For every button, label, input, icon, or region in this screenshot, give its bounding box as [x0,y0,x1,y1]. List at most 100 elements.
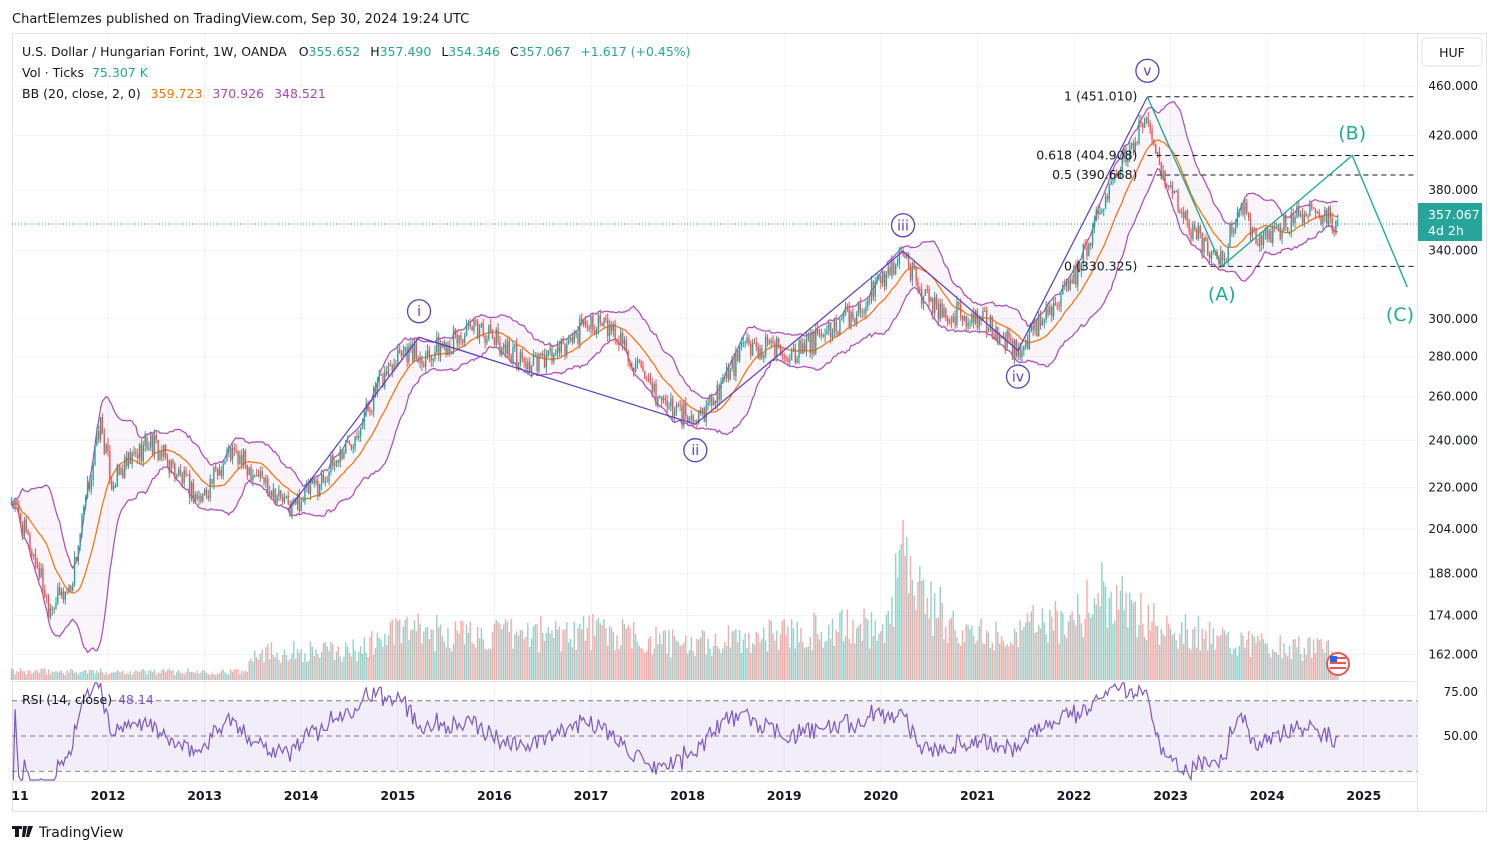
volume-bar [857,625,860,680]
candle-body [1186,210,1189,222]
candle-body [709,395,711,403]
volume-bar [1025,622,1027,680]
volume-bar [291,653,293,680]
candle-body [198,495,200,500]
volume-bar [205,672,208,680]
candle-body [55,602,57,610]
volume-bar [1011,644,1014,680]
volume-bar [963,641,966,680]
volume-bar [1015,632,1018,680]
volume-bar [974,643,977,680]
candle-body [1088,243,1090,256]
volume-bar [92,670,94,680]
volume-bar [131,674,133,680]
time-tick-label: 2018 [670,788,705,803]
candle-body [902,251,904,256]
tradingview-logo[interactable]: TradingView [12,825,124,841]
volume-bar [1030,611,1032,680]
volume-bar [551,630,553,680]
candle-body [562,339,564,344]
candle-body [1051,306,1053,317]
volume-bar [161,669,163,680]
candle-body [120,468,122,475]
volume-bar [1138,625,1140,680]
candle-body [517,362,520,366]
volume-bar [902,520,904,680]
legend-volume[interactable]: Vol · Ticks 75.307 K [22,65,149,80]
volume-bar [763,627,765,680]
candle-body [216,467,219,476]
volume-bar [404,619,406,680]
volume-bar [378,637,380,680]
volume-bar [1318,639,1320,680]
candle-body [828,322,830,331]
time-axis[interactable]: 11 2012 2013 2014 2015 2016 2017 2018 2019 2020 20… [11,788,1381,803]
candle-body [1320,217,1322,224]
rsi-levels [12,700,1417,772]
volume-bar [961,630,964,680]
volume-bar [34,670,37,680]
candle-body [937,304,940,320]
volume-bar [922,579,925,680]
candle-body [64,591,66,600]
volume-bar [876,640,878,680]
legend-bb[interactable]: BB (20, close, 2, 0) 359.723 370.926 348… [22,86,326,101]
wave-label-circle [406,299,432,324]
candle-body [1004,336,1006,349]
candle-body [876,278,878,282]
legend-main[interactable]: U.S. Dollar / Hungarian Forint, 1W, OAND… [22,44,691,59]
volume-bar [1214,649,1216,680]
volume-bar [1155,625,1157,680]
volume-bar [376,632,379,680]
candle-body [462,339,464,343]
volume-bar [969,629,971,680]
volume-bar [345,642,347,680]
candle-body [582,320,585,325]
candle-body [794,348,797,363]
volume-bar [948,619,951,680]
candle-body [989,315,992,331]
candle-body [1138,120,1140,144]
volume-bar [777,649,780,680]
us-flag-icon[interactable] [1326,652,1350,676]
candle-body [480,323,483,328]
volume-bar [395,617,397,680]
volume-bar [995,621,997,680]
price-axis[interactable]: 460.000 420.000 380.000 340.000 300.000 280.0… [1428,79,1478,743]
legend-rsi[interactable]: RSI (14, close) 48.14 [22,692,154,707]
candle-body [595,329,598,334]
volume-bar [218,673,221,680]
candle-body [945,308,947,318]
volume-bar [1125,592,1127,680]
volume-bar [907,593,910,680]
candle-body [666,399,668,408]
currency-button[interactable] [1421,37,1483,67]
volume-bar [1277,654,1280,680]
volume-bar [1077,594,1079,680]
volume-bar [1173,632,1176,680]
candle-body [341,450,343,459]
volume-bar [1010,642,1012,680]
candle-body [150,434,152,448]
volume-bar [935,618,938,680]
candle-body [179,469,182,475]
candle-body [900,251,902,253]
candle-body [1067,281,1070,290]
candle-body [101,417,104,434]
volume-bar [1301,660,1304,680]
volume-bar [731,631,733,680]
candle-body [1017,347,1019,356]
candle-body [250,467,252,481]
candle-body [1041,321,1044,326]
volume-bar [358,651,360,680]
volume-bar [627,624,629,680]
volume-bar [1110,591,1112,680]
candle-body [90,479,92,490]
candle-body [192,482,195,502]
volume-bar [1201,628,1203,680]
candle-body [785,357,787,359]
volume-bar [1264,643,1267,680]
candle-body [209,478,211,499]
candle-body [60,591,63,596]
